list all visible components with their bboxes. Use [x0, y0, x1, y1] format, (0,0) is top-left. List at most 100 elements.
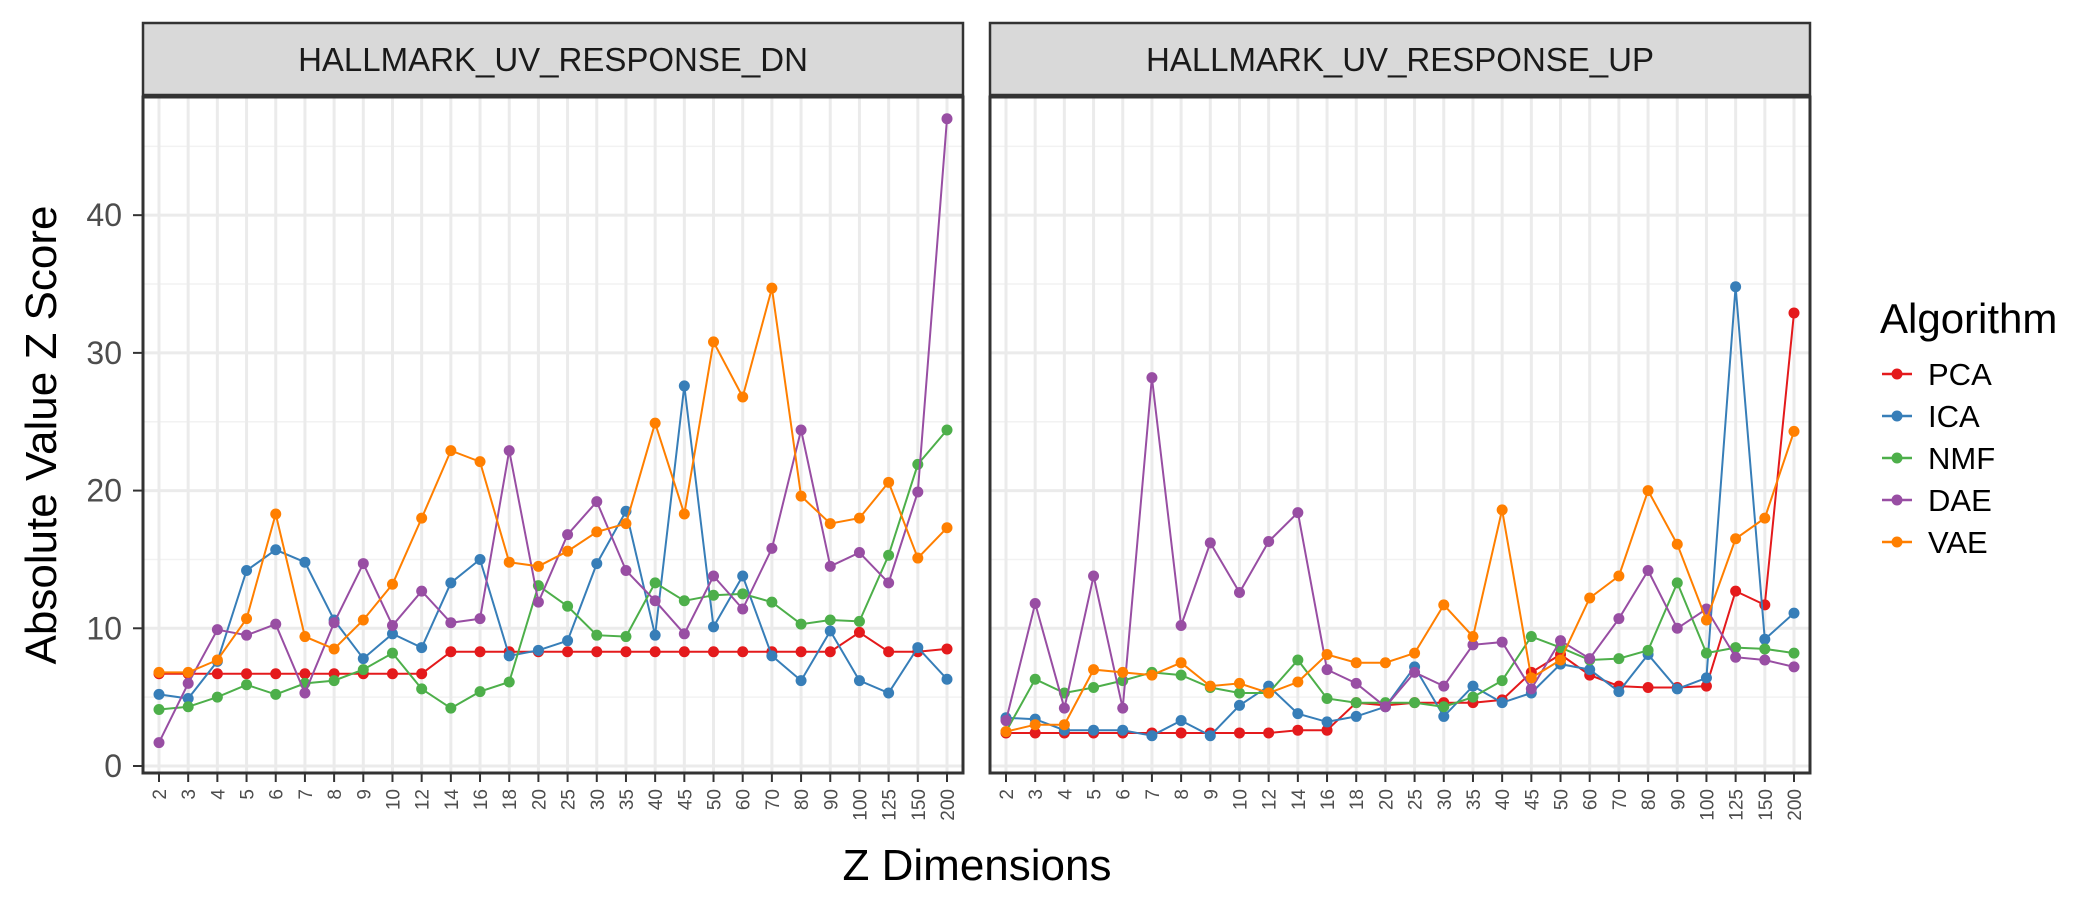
x-tick-label: 4 — [208, 789, 229, 800]
data-point — [1175, 669, 1187, 681]
data-point — [737, 570, 749, 582]
data-point — [1029, 727, 1041, 739]
data-point — [1438, 680, 1450, 692]
data-point — [591, 496, 603, 508]
data-point — [241, 564, 253, 576]
data-point — [1321, 724, 1333, 736]
data-point — [503, 650, 515, 662]
series-vae — [153, 282, 953, 678]
data-point — [1233, 727, 1245, 739]
data-point — [824, 646, 836, 658]
data-point — [1117, 666, 1129, 678]
data-point — [649, 577, 661, 589]
x-tick-label: 5 — [1085, 789, 1106, 800]
x-tick-label: 20 — [1376, 789, 1397, 810]
x-tick-label: 9 — [354, 789, 375, 800]
data-point — [737, 588, 749, 600]
data-point — [153, 737, 165, 749]
data-point — [678, 380, 690, 392]
data-point — [1292, 654, 1304, 666]
data-point — [416, 683, 428, 695]
data-point — [270, 544, 282, 556]
data-point — [386, 668, 398, 680]
data-point — [1292, 676, 1304, 688]
data-point — [1788, 607, 1800, 619]
series-line — [1005, 580, 1795, 733]
data-point — [1088, 682, 1100, 694]
data-point — [708, 570, 720, 582]
data-point — [1525, 683, 1537, 695]
data-point — [912, 642, 924, 654]
y-tick-label: 0 — [104, 748, 122, 784]
y-tick-label: 30 — [86, 335, 122, 371]
data-point — [678, 595, 690, 607]
x-tick-label: 80 — [1639, 789, 1660, 810]
data-point — [474, 613, 486, 625]
legend-key-point — [1891, 536, 1903, 548]
data-point — [591, 629, 603, 641]
data-point — [649, 629, 661, 641]
data-point — [1730, 585, 1742, 597]
data-point — [941, 643, 953, 655]
data-point — [241, 679, 253, 691]
data-point — [1058, 702, 1070, 714]
data-point — [532, 560, 544, 572]
legend-item-dae: DAE — [1882, 483, 1992, 518]
x-tick-label: 50 — [1552, 789, 1573, 810]
data-point — [649, 646, 661, 658]
data-point — [1730, 281, 1742, 293]
data-point — [1584, 653, 1596, 665]
series-nmf — [153, 424, 953, 716]
data-point — [241, 629, 253, 641]
data-point — [1117, 724, 1129, 736]
data-point — [1029, 673, 1041, 685]
data-point — [445, 646, 457, 658]
data-point — [270, 668, 282, 680]
x-tick-label: 12 — [413, 789, 434, 810]
x-tick-label: 2 — [997, 789, 1018, 800]
x-tick-label: 8 — [325, 789, 346, 800]
data-point — [1671, 577, 1683, 589]
data-point — [912, 552, 924, 564]
data-point — [1204, 730, 1216, 742]
data-point — [532, 644, 544, 656]
data-point — [562, 635, 574, 647]
data-point — [562, 600, 574, 612]
legend: Algorithm PCA ICA NMF DAE VAE — [1880, 295, 2057, 560]
panel-border — [988, 95, 1812, 775]
legend-key-point — [1891, 494, 1903, 506]
data-point — [1204, 537, 1216, 549]
data-point — [182, 693, 194, 705]
data-point — [795, 424, 807, 436]
x-tick-label: 100 — [1697, 789, 1718, 821]
data-point — [708, 336, 720, 348]
x-tick-label: 70 — [763, 789, 784, 810]
x-tick-label: 16 — [1318, 789, 1339, 810]
x-tick-label: 150 — [1756, 789, 1777, 821]
data-point — [1730, 651, 1742, 663]
data-point — [1146, 730, 1158, 742]
facet-strip-label: HALLMARK_UV_RESPONSE_DN — [298, 41, 808, 78]
x-tick-label: 6 — [1114, 789, 1135, 800]
series-line — [1005, 377, 1795, 721]
data-point — [1350, 710, 1362, 722]
x-tick-label: 70 — [1610, 789, 1631, 810]
data-point — [1321, 693, 1333, 705]
data-point — [562, 545, 574, 557]
data-point — [1204, 680, 1216, 692]
data-point — [1321, 648, 1333, 660]
legend-label: PCA — [1928, 357, 1992, 392]
x-tick-label: 10 — [1230, 789, 1251, 810]
data-point — [211, 668, 223, 680]
data-point — [795, 646, 807, 658]
data-point — [532, 596, 544, 608]
data-point — [1759, 633, 1771, 645]
data-point — [1292, 724, 1304, 736]
legend-item-nmf: NMF — [1882, 441, 1995, 476]
data-point — [1350, 657, 1362, 669]
data-point — [1671, 683, 1683, 695]
data-point — [678, 508, 690, 520]
data-point — [591, 526, 603, 538]
data-point — [1525, 631, 1537, 643]
data-point — [1467, 680, 1479, 692]
